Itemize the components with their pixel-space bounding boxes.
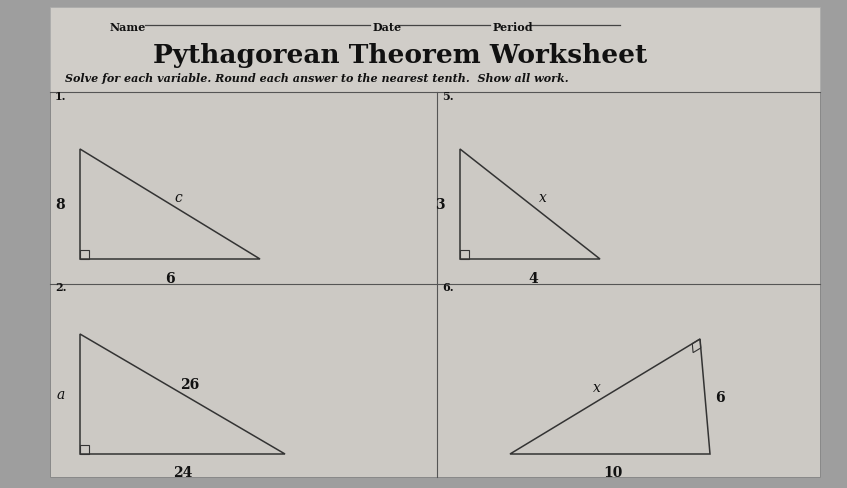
Text: Period: Period xyxy=(493,22,534,33)
Text: 6: 6 xyxy=(715,390,725,404)
Bar xyxy=(437,285,820,477)
Text: Date: Date xyxy=(373,22,402,33)
Text: Name: Name xyxy=(110,22,147,33)
Text: x: x xyxy=(539,191,547,204)
Text: 3: 3 xyxy=(435,198,445,212)
Text: Solve for each variable. Round each answer to the nearest tenth.  Show all work.: Solve for each variable. Round each answ… xyxy=(65,73,568,84)
Text: 2.: 2. xyxy=(55,282,67,292)
Text: 8: 8 xyxy=(55,198,65,212)
Text: 10: 10 xyxy=(603,465,623,479)
Text: Pythagorean Theorem Worksheet: Pythagorean Theorem Worksheet xyxy=(152,42,647,67)
Text: 24: 24 xyxy=(174,465,192,479)
Text: 26: 26 xyxy=(180,377,200,391)
Bar xyxy=(437,93,820,285)
Text: x: x xyxy=(593,380,601,394)
Text: c: c xyxy=(174,191,182,204)
Bar xyxy=(50,93,437,285)
Text: 1.: 1. xyxy=(55,91,67,102)
Bar xyxy=(50,285,437,477)
Text: 4: 4 xyxy=(529,271,538,285)
Text: 5.: 5. xyxy=(442,91,454,102)
Text: a: a xyxy=(57,387,65,401)
Text: 6.: 6. xyxy=(442,282,454,292)
Text: 6: 6 xyxy=(165,271,174,285)
